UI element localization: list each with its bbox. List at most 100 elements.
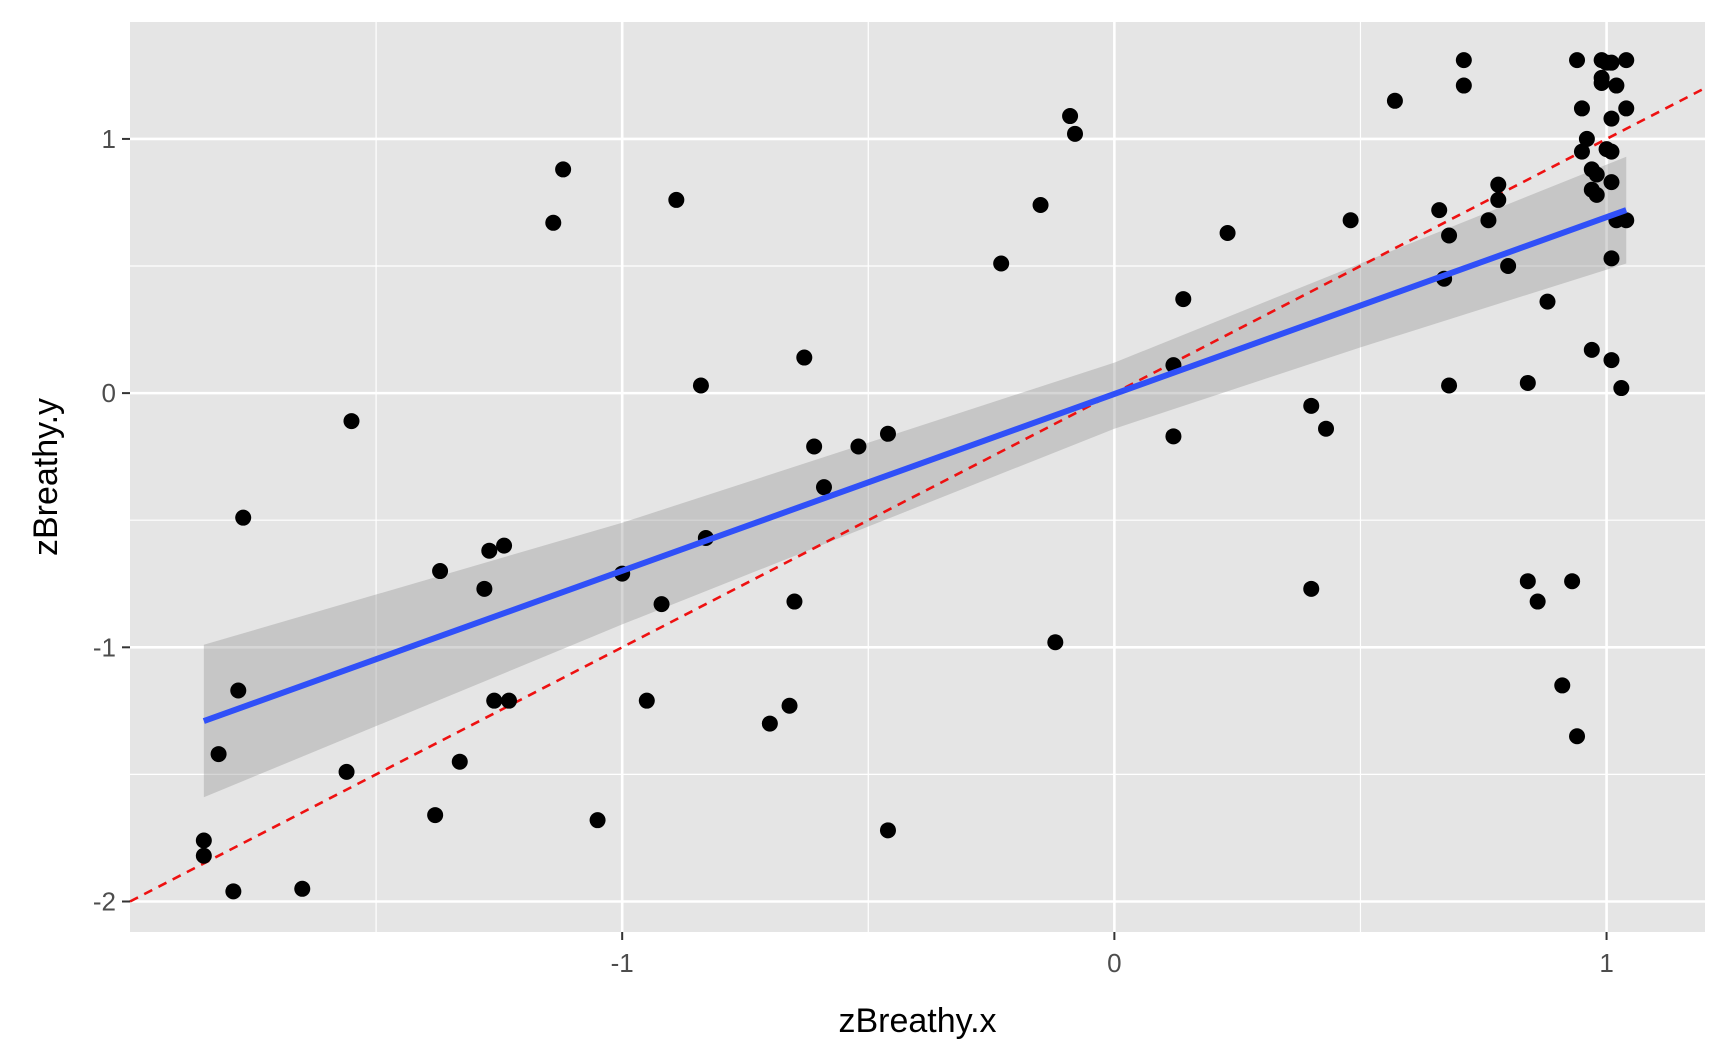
data-point (781, 697, 798, 714)
data-point (1613, 380, 1630, 397)
data-point (1569, 728, 1586, 745)
data-point (1569, 52, 1586, 69)
plot-panel (130, 22, 1705, 932)
data-point (1583, 341, 1600, 358)
data-point (1588, 166, 1605, 183)
y-axis: -2 -1 0 1 (93, 124, 130, 916)
data-point (481, 542, 498, 559)
data-point (230, 682, 247, 699)
data-point (1618, 100, 1635, 117)
data-point (1490, 176, 1507, 193)
x-axis-title: zBreathy.x (838, 1002, 996, 1040)
data-point (1603, 54, 1620, 71)
data-point (668, 191, 685, 208)
data-point (993, 255, 1010, 272)
data-point (195, 832, 212, 849)
data-point (1067, 125, 1083, 142)
data-point (1165, 428, 1182, 445)
x-tick-label: 0 (1107, 948, 1121, 978)
y-tick-label: -2 (93, 886, 116, 916)
data-point (1175, 291, 1192, 308)
data-point (1618, 52, 1635, 69)
data-point (1519, 374, 1536, 391)
data-point (761, 715, 778, 732)
data-point (796, 349, 813, 366)
data-point (1342, 212, 1359, 229)
data-point (1573, 100, 1590, 117)
reference-diagonal-line (129, 86, 1706, 903)
data-point (1455, 52, 1472, 69)
data-point (1480, 212, 1497, 229)
data-point (1490, 191, 1507, 208)
data-point (1062, 108, 1079, 125)
data-point (210, 746, 227, 763)
data-point (496, 537, 513, 554)
data-point (1441, 227, 1458, 244)
data-point (1032, 197, 1049, 214)
data-point (1603, 352, 1620, 369)
data-point (486, 692, 503, 709)
major-gridlines (130, 22, 1705, 932)
data-point (1455, 77, 1472, 94)
data-point (1303, 397, 1320, 414)
y-axis-title: zBreathy.y (27, 398, 65, 556)
data-point (1441, 377, 1458, 394)
data-point (1573, 143, 1590, 160)
data-point (879, 822, 896, 839)
data-point (1578, 130, 1595, 147)
data-point (225, 883, 242, 900)
data-point (451, 753, 468, 770)
data-point (1603, 174, 1620, 191)
data-point (1608, 77, 1625, 94)
y-tick-label: 0 (102, 378, 116, 408)
minor-gridlines (130, 22, 1705, 932)
data-point (1047, 634, 1064, 651)
data-point (1539, 293, 1556, 310)
data-point (850, 438, 867, 455)
data-point (1603, 110, 1620, 127)
data-point (432, 563, 449, 580)
data-point (294, 880, 311, 897)
data-point (653, 596, 670, 613)
data-point (235, 509, 252, 526)
data-point (476, 580, 493, 597)
data-point (1219, 224, 1236, 241)
data-point (1564, 573, 1581, 590)
data-point (589, 812, 606, 829)
x-tick-label: -1 (611, 948, 634, 978)
data-point (1529, 593, 1546, 610)
data-point (555, 161, 572, 178)
data-point (1500, 258, 1517, 275)
data-point (692, 377, 709, 394)
data-point (1618, 212, 1635, 229)
y-tick-label: 1 (102, 124, 116, 154)
data-point (1554, 677, 1571, 694)
regression-fit-line (202, 207, 1628, 724)
data-point (806, 438, 823, 455)
data-point (1603, 143, 1620, 160)
data-point (1593, 69, 1610, 86)
data-point (545, 214, 562, 231)
data-point (1588, 186, 1605, 203)
y-tick-label: -1 (93, 632, 116, 662)
data-point (1386, 92, 1403, 109)
data-point (1303, 580, 1320, 597)
data-point (343, 413, 360, 430)
data-points (195, 52, 1635, 900)
data-point (427, 807, 444, 824)
data-point (338, 763, 355, 780)
data-point (195, 847, 212, 864)
data-point (1603, 250, 1620, 267)
data-point (1431, 202, 1448, 219)
data-point (1318, 420, 1335, 437)
data-point (500, 692, 517, 709)
confidence-band (203, 156, 1627, 798)
data-point (815, 479, 832, 496)
x-tick-label: 1 (1599, 948, 1613, 978)
data-point (879, 425, 896, 442)
x-axis: -1 0 1 (611, 932, 1614, 978)
data-point (638, 692, 655, 709)
data-point (786, 593, 803, 610)
data-point (1519, 573, 1536, 590)
